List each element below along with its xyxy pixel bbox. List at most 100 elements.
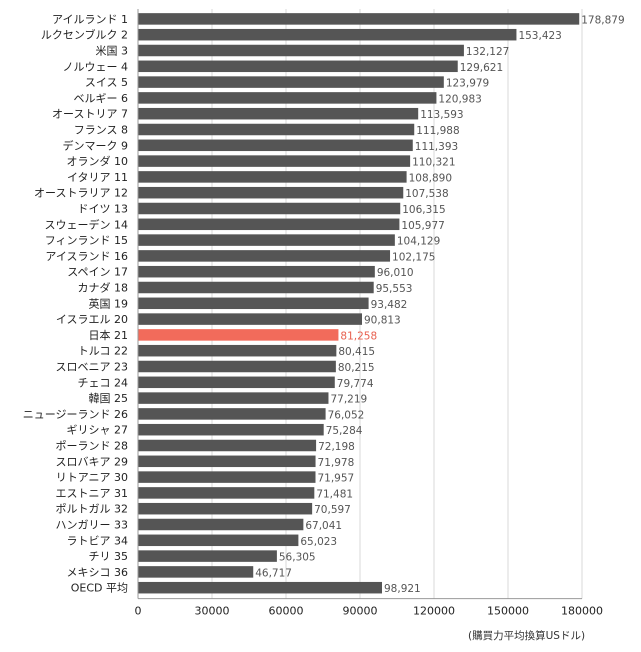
category-label: オーストリア 7 (52, 108, 128, 121)
bar (138, 408, 326, 420)
value-label: 76,052 (328, 409, 365, 421)
category-label: ベルギー 6 (74, 92, 129, 105)
bar (138, 171, 407, 183)
category-label: ギリシャ 27 (67, 424, 129, 437)
category-label: フィンランド 15 (45, 234, 128, 247)
category-label: チェコ 24 (78, 376, 129, 389)
value-label: 79,774 (337, 378, 374, 390)
bar (138, 471, 316, 483)
bar (138, 155, 411, 167)
value-label: 80,215 (338, 362, 375, 374)
category-label: スウェーデン 14 (45, 217, 129, 231)
value-label: 56,305 (279, 552, 316, 564)
bar (138, 502, 313, 515)
x-axis-unit-label: (購買力平均換算USドル) (468, 630, 586, 642)
category-label: イタリア 11 (67, 171, 128, 184)
value-label: 132,127 (466, 46, 509, 58)
category-label: ポルトガル 32 (56, 503, 129, 516)
category-label: ノルウェー 4 (63, 60, 129, 73)
value-label: 111,988 (416, 125, 459, 137)
value-label: 96,010 (377, 267, 414, 279)
bar (138, 329, 339, 341)
category-label: チリ 35 (89, 550, 129, 563)
bar (138, 76, 444, 88)
bar (138, 44, 464, 57)
bar (138, 518, 304, 531)
category-label: フランス 8 (74, 124, 128, 137)
bar (138, 534, 299, 547)
category-label: アイスランド 16 (45, 250, 128, 263)
category-label: スペイン 17 (67, 266, 128, 279)
category-label: エストニア 31 (56, 487, 129, 500)
category-label: トルコ 22 (78, 345, 128, 358)
bar (138, 487, 315, 499)
value-label: 111,393 (415, 141, 458, 153)
category-label: カナダ 18 (78, 281, 129, 295)
value-label: 129,621 (460, 62, 503, 74)
bar (138, 313, 363, 325)
value-label: 72,198 (318, 441, 355, 453)
x-tick-label: 0 (135, 605, 142, 618)
category-label: 米国 3 (96, 45, 129, 58)
bar (138, 566, 254, 578)
bar (138, 344, 337, 357)
category-label: 英国 19 (89, 296, 129, 310)
value-label: 71,978 (318, 457, 355, 469)
bar (138, 218, 400, 231)
value-label: 67,041 (305, 520, 342, 532)
bar (138, 550, 277, 562)
value-label: 95,553 (376, 283, 413, 295)
value-label: 75,284 (326, 425, 363, 437)
category-label: オランダ 10 (67, 154, 129, 168)
value-label: 123,979 (446, 78, 489, 90)
value-label: 70,597 (314, 504, 351, 516)
bar (138, 92, 437, 104)
value-label: 104,129 (397, 236, 440, 248)
x-tick-label: 60000 (269, 605, 304, 618)
category-label: ルクセンブルク 2 (41, 28, 128, 42)
value-label: 77,219 (330, 394, 367, 406)
bar (138, 234, 395, 246)
category-label: ニュージーランド 26 (23, 408, 128, 421)
bar (138, 123, 415, 136)
bar (138, 265, 375, 278)
category-label: デンマーク 9 (63, 138, 129, 152)
bar (138, 186, 404, 199)
value-label: 81,258 (340, 330, 377, 342)
value-label: 71,957 (317, 473, 354, 485)
value-label: 107,538 (405, 188, 448, 200)
category-label: リトアニア 30 (56, 471, 128, 484)
category-label: メキシコ 36 (67, 566, 129, 579)
value-label: 93,482 (371, 299, 408, 311)
bar (138, 28, 517, 41)
bar (138, 297, 369, 310)
value-label: 90,813 (364, 315, 401, 327)
x-tick-label: 150000 (487, 605, 529, 618)
value-label: 106,315 (402, 204, 445, 216)
value-label: 153,423 (518, 30, 561, 42)
category-label: ドイツ 13 (78, 203, 129, 216)
category-label: ハンガリー 33 (56, 519, 129, 532)
value-label: 80,415 (338, 346, 375, 358)
bar (138, 360, 336, 373)
category-label: 韓国 25 (89, 392, 129, 405)
category-label: スイス 5 (85, 76, 128, 89)
category-label: イスラエル 20 (56, 313, 128, 326)
bar (138, 423, 324, 436)
category-label: 日本 21 (89, 328, 129, 342)
x-tick-label: 30000 (195, 605, 230, 618)
category-label: スロバキア 29 (56, 455, 129, 468)
bar (138, 581, 383, 594)
category-label: OECD 平均 (71, 582, 128, 595)
category-label: ポーランド 28 (56, 440, 129, 453)
value-label: 178,879 (581, 14, 624, 26)
category-label: スロベニア 23 (56, 361, 129, 374)
bar (138, 60, 458, 73)
value-label: 105,977 (401, 220, 444, 232)
x-tick-label: 180000 (561, 605, 603, 618)
bar (138, 13, 580, 25)
x-tick-label: 120000 (413, 605, 455, 618)
category-label: アイルランド 1 (52, 13, 128, 26)
bar (138, 439, 317, 452)
